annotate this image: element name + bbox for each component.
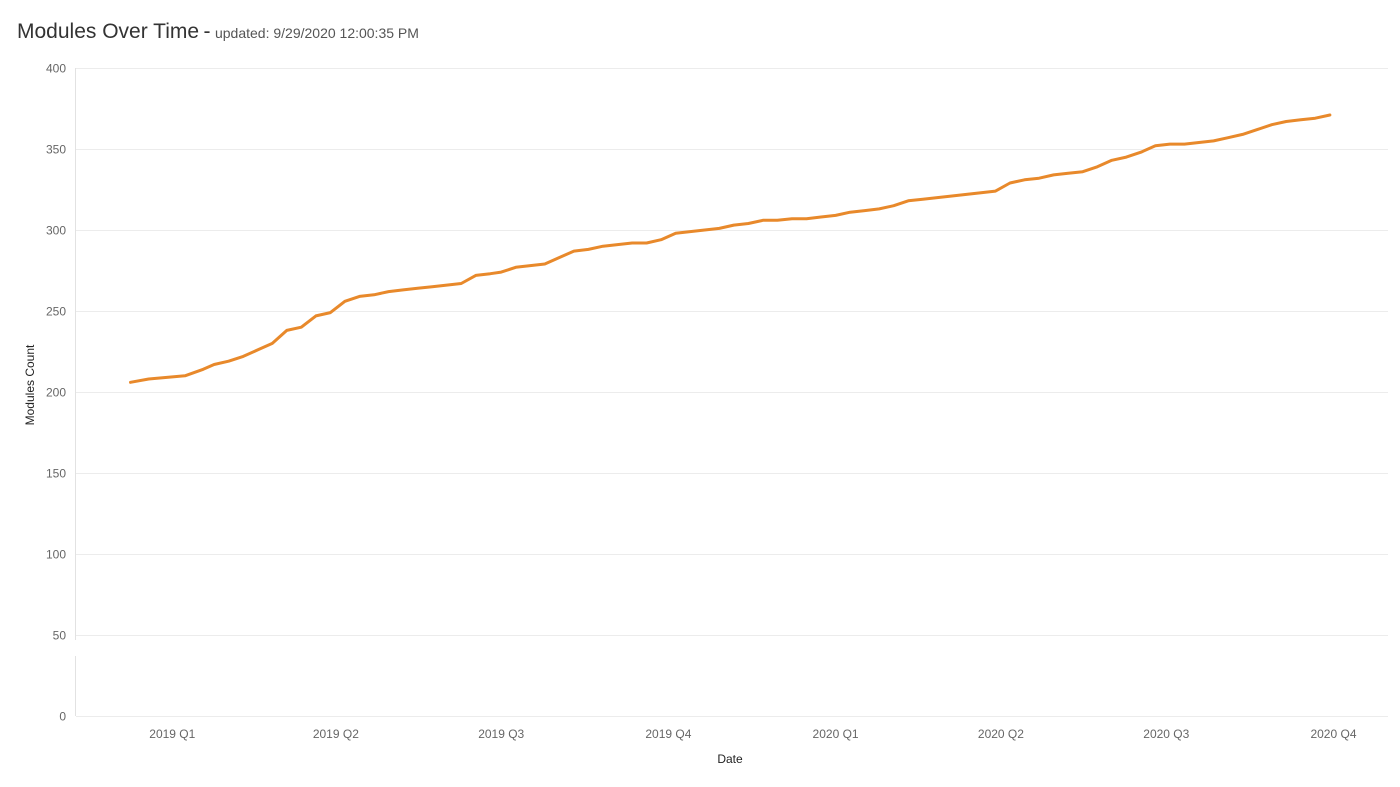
x-tick-label: 2019 Q2	[313, 727, 359, 741]
x-tick-label: 2020 Q1	[813, 727, 859, 741]
title-separator: -	[203, 20, 211, 43]
series-line	[129, 113, 1332, 384]
grid-lines	[75, 68, 1388, 717]
x-tick-label: 2020 Q2	[978, 727, 1024, 741]
chart-title-row: Modules Over Time - updated: 9/29/2020 1…	[17, 20, 419, 44]
series-layer	[129, 113, 1332, 384]
x-tick-label: 2019 Q1	[149, 727, 195, 741]
x-tick-label: 2020 Q3	[1143, 727, 1189, 741]
y-axis-ticks: 0 50 100 150 200 250 300 350 400	[46, 62, 66, 724]
y-tick-label: 150	[46, 467, 66, 481]
x-axis-ticks: 2019 Q1 2019 Q2 2019 Q3 2019 Q4 2020 Q1 2020 …	[149, 727, 1357, 741]
y-tick-label: 350	[46, 143, 66, 157]
y-tick-label: 400	[46, 62, 66, 76]
x-tick-label: 2020 Q4	[1310, 727, 1356, 741]
x-axis-label: Date	[717, 752, 743, 766]
y-tick-label: 250	[46, 305, 66, 319]
y-tick-label: 200	[46, 386, 66, 400]
x-tick-label: 2019 Q3	[478, 727, 524, 741]
chart-title: Modules Over Time	[17, 20, 200, 43]
y-tick-label: 50	[53, 629, 67, 643]
y-tick-label: 100	[46, 548, 66, 562]
y-axis-label: Modules Count	[23, 344, 37, 425]
y-tick-label: 0	[59, 710, 66, 724]
chart-subtitle: updated: 9/29/2020 12:00:35 PM	[214, 25, 419, 41]
x-tick-label: 2019 Q4	[645, 727, 691, 741]
y-tick-label: 300	[46, 224, 66, 238]
